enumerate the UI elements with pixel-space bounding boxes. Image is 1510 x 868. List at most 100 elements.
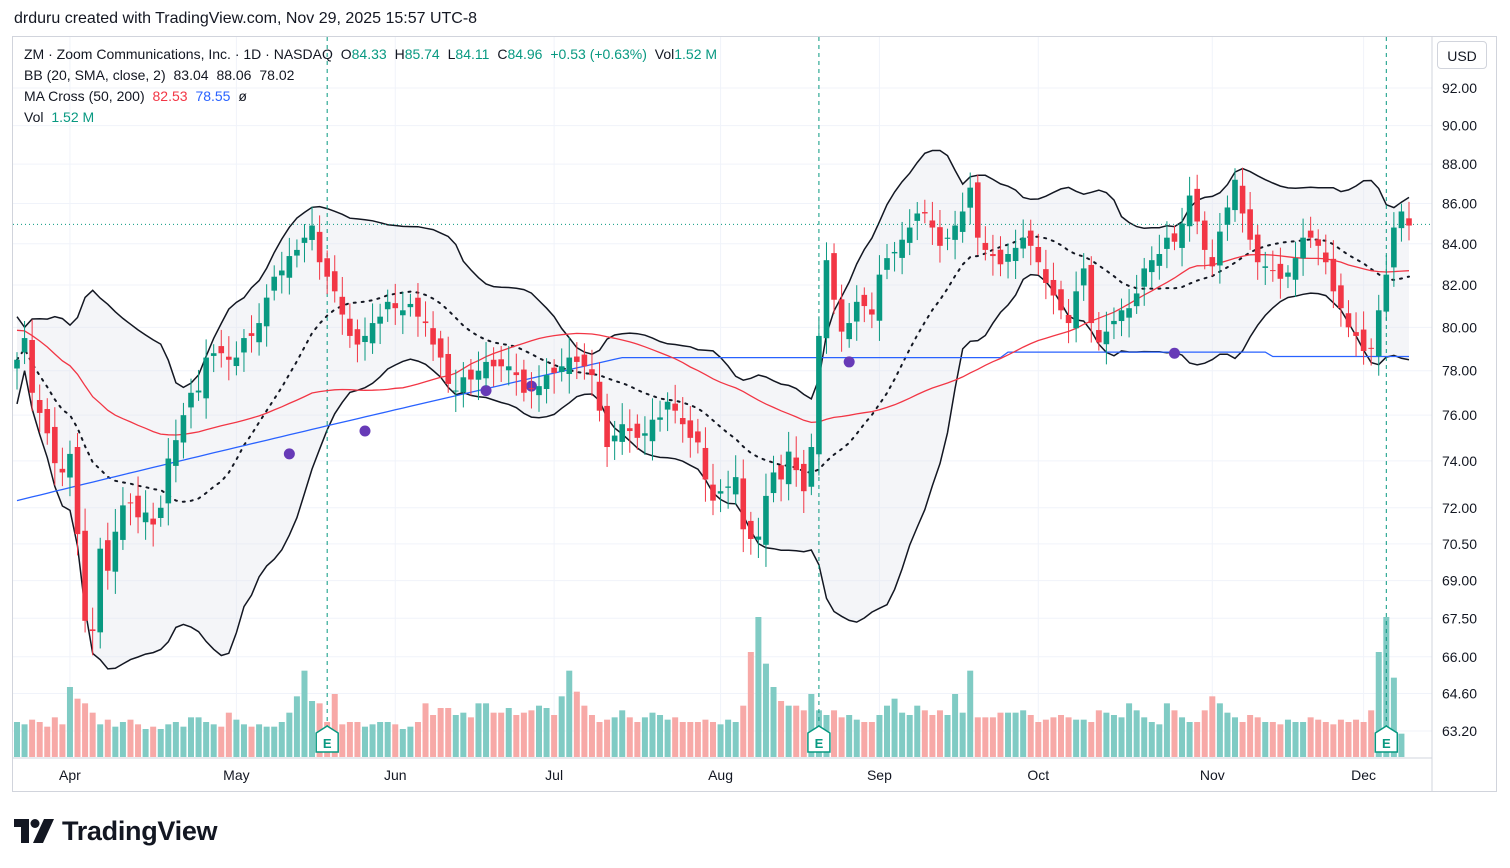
candle-body: [188, 392, 194, 408]
candle-body: [657, 417, 663, 420]
candle-body: [785, 451, 792, 485]
volume-bar: [384, 722, 391, 757]
volume-bar: [445, 708, 452, 757]
candle-body: [157, 507, 164, 519]
volume-bar: [1194, 722, 1201, 757]
candle-body: [505, 366, 512, 371]
candle-body: [649, 419, 656, 442]
bollinger-basis-line: [16, 235, 1410, 503]
volume-bar: [1126, 703, 1133, 757]
legend-volume-row[interactable]: Vol 1.52 M: [24, 107, 721, 128]
volume-bar: [377, 722, 384, 757]
candle-body: [899, 239, 905, 258]
candle-body: [339, 296, 346, 315]
volume-bar: [362, 726, 368, 757]
candle-body: [415, 297, 421, 317]
legend-bb-row[interactable]: BB (20, SMA, close, 2) 83.04 88.06 78.02: [24, 65, 721, 86]
volume-bar: [838, 717, 845, 757]
tradingview-logo[interactable]: TradingView: [14, 814, 218, 848]
candle-body: [1118, 310, 1125, 322]
candle-body: [528, 388, 535, 390]
symbol-title: ZM · Zoom Communications, Inc. · 1D · NA…: [24, 46, 333, 62]
volume-bar: [1095, 710, 1102, 757]
volume-bar: [732, 722, 739, 757]
ma-cross-dot: [359, 425, 371, 437]
volume-bar: [861, 722, 868, 757]
volume-bar: [702, 719, 709, 757]
volume-bar: [989, 717, 996, 757]
candle-body: [672, 403, 678, 411]
candle-body: [203, 357, 209, 399]
candle-body: [566, 357, 573, 374]
volume-bar: [1398, 733, 1405, 757]
time-axis: Apr May Jun Jul Aug Sep Oct Nov Dec: [13, 757, 1432, 783]
volume-bar: [1012, 712, 1019, 757]
candle-body: [626, 428, 633, 432]
candle-body: [891, 251, 898, 254]
volume-bar: [104, 719, 111, 757]
candle-body: [498, 359, 504, 367]
candle-body: [581, 354, 588, 367]
candle-body: [1043, 269, 1049, 283]
candle-body: [755, 536, 762, 540]
candle-body: [604, 405, 610, 448]
volume-bar: [1300, 722, 1307, 757]
candle-body: [1360, 329, 1367, 352]
candle-body: [596, 381, 603, 411]
volume-bar: [551, 715, 558, 757]
volume-bar: [225, 712, 232, 757]
volume-bar: [717, 724, 724, 757]
candle-body: [1398, 211, 1405, 229]
candle-body: [1209, 257, 1216, 267]
time-tick-label: Sep: [867, 767, 892, 783]
volume-bar: [868, 722, 875, 757]
volume-bar: [740, 705, 747, 757]
volume-bar: [119, 722, 126, 757]
candle-body: [460, 377, 467, 393]
candle-body: [838, 299, 845, 332]
bollinger-upper-line: [16, 149, 1410, 401]
volume-bar: [89, 712, 96, 757]
volume-bar: [422, 703, 429, 757]
volume-bar: [1027, 715, 1034, 757]
volume-bar: [997, 712, 1004, 757]
candle-body: [1179, 223, 1185, 248]
volume-bar: [157, 729, 164, 757]
candle-body: [1201, 220, 1208, 250]
currency-button[interactable]: USD: [1437, 41, 1487, 69]
volume-bar: [1368, 710, 1375, 757]
volume-bar: [240, 724, 247, 757]
earnings-badge-label: E: [1382, 736, 1391, 751]
legend-symbol-row[interactable]: ZM · Zoom Communications, Inc. · 1D · NA…: [24, 44, 721, 65]
candle-body: [944, 237, 951, 239]
candle-body: [997, 249, 1004, 265]
volume-bar: [467, 717, 474, 757]
price-tick-label: 86.00: [1442, 195, 1477, 211]
volume-bar: [1110, 715, 1117, 757]
candle-body: [44, 409, 51, 434]
candle-body: [1307, 230, 1314, 238]
volume-bar: [778, 701, 785, 757]
legend-ma-row[interactable]: MA Cross (50, 200) 82.53 78.55 ø: [24, 86, 721, 107]
candle-body: [664, 401, 671, 410]
volume-bar: [936, 710, 943, 757]
candle-body: [513, 372, 520, 376]
volume-bar: [430, 715, 437, 757]
candle-body: [82, 530, 88, 621]
volume-bar: [846, 715, 853, 757]
volume-bar: [543, 708, 550, 757]
volume-bar: [755, 617, 762, 757]
candle-body: [1020, 237, 1026, 249]
volume-bar: [1005, 712, 1012, 757]
candle-body: [717, 491, 724, 494]
price-axis: 92.00 90.00 88.00 86.00 84.00 82.00 80.00 78.00…: [1431, 37, 1477, 792]
volume-bar: [1307, 717, 1314, 757]
volume-bar: [967, 670, 974, 757]
time-tick-label: May: [223, 767, 249, 783]
candle-body: [770, 472, 777, 494]
volume-bar: [14, 722, 20, 757]
price-tick-label: 66.00: [1442, 649, 1477, 665]
volume-bar: [180, 726, 187, 757]
candle-body: [331, 271, 338, 292]
